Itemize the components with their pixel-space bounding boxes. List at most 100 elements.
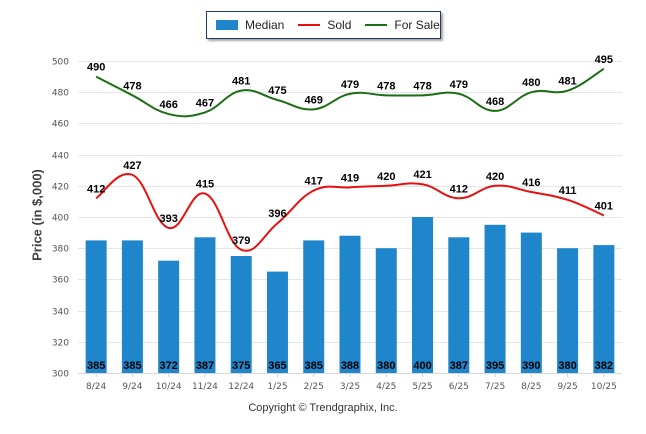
sold-data-label: 419 bbox=[341, 172, 359, 184]
x-tick-label: 7/25 bbox=[485, 382, 505, 392]
y-tick-label: 300 bbox=[52, 370, 69, 380]
data-labels: 385 385 372 387 375 365 385 388 380 400 387 395 390 3… bbox=[87, 54, 613, 372]
sold-data-label: 420 bbox=[486, 171, 504, 183]
y-tick-label: 460 bbox=[52, 120, 69, 130]
sold-line bbox=[95, 173, 605, 252]
for-sale-data-label: 481 bbox=[558, 76, 576, 88]
legend-item-for-sale[interactable]: For Sale bbox=[365, 18, 440, 32]
median-bar bbox=[484, 224, 506, 373]
median-bar bbox=[412, 217, 434, 373]
median-bar-label: 395 bbox=[486, 360, 504, 372]
y-tick-label: 340 bbox=[52, 308, 69, 318]
median-bar-label: 387 bbox=[450, 360, 468, 372]
median-bar bbox=[557, 248, 579, 373]
sold-data-label: 412 bbox=[450, 183, 468, 195]
median-swatch-icon bbox=[216, 20, 238, 30]
for-sale-data-label: 475 bbox=[268, 85, 286, 97]
y-axis-title: Price (in $,000) bbox=[29, 169, 45, 261]
for-sale-data-label: 478 bbox=[377, 80, 395, 92]
median-bars bbox=[85, 217, 615, 373]
sold-data-label: 393 bbox=[159, 213, 177, 225]
sold-data-label: 401 bbox=[595, 200, 613, 212]
median-bar bbox=[194, 237, 216, 373]
x-axis: 8/24 9/24 10/24 11/24 12/24 1/25 2/25 3/25 4/25 5… bbox=[78, 373, 622, 392]
for-sale-data-label: 467 bbox=[196, 97, 214, 109]
median-bar-label: 385 bbox=[305, 360, 323, 372]
x-tick-label: 9/25 bbox=[557, 382, 577, 392]
sold-data-label: 416 bbox=[522, 177, 540, 189]
sold-data-label: 420 bbox=[377, 171, 395, 183]
median-bar bbox=[158, 260, 180, 373]
sold-data-label: 427 bbox=[123, 160, 141, 172]
sold-data-label: 415 bbox=[196, 179, 214, 191]
median-bar-label: 382 bbox=[595, 360, 613, 372]
x-tick-label: 1/25 bbox=[267, 382, 287, 392]
y-tick-label: 440 bbox=[52, 152, 69, 162]
x-tick-label: 10/24 bbox=[156, 382, 182, 392]
sold-data-label: 417 bbox=[305, 175, 323, 187]
for-sale-data-label: 469 bbox=[305, 94, 323, 106]
y-tick-label: 360 bbox=[52, 276, 69, 286]
median-bar-label: 372 bbox=[159, 360, 177, 372]
x-tick-label: 8/24 bbox=[86, 382, 106, 392]
sold-data-label: 396 bbox=[268, 208, 286, 220]
legend: Median Sold For Sale bbox=[206, 11, 441, 39]
legend-item-sold[interactable]: Sold bbox=[298, 18, 351, 32]
y-tick-label: 480 bbox=[52, 89, 69, 99]
copyright-footer: Copyright © Trendgraphix, Inc. bbox=[248, 402, 398, 414]
median-bar bbox=[593, 245, 615, 373]
sold-data-label: 411 bbox=[559, 185, 577, 197]
series-lines bbox=[95, 67, 605, 252]
y-axis-ticks: 300 320 340 360 380 400 420 440 460 480 500 bbox=[52, 58, 69, 380]
for-sale-data-label: 490 bbox=[87, 62, 105, 74]
median-bar-label: 385 bbox=[87, 360, 105, 372]
y-tick-label: 320 bbox=[52, 339, 69, 349]
median-bar bbox=[339, 235, 361, 373]
for-sale-data-label: 478 bbox=[413, 80, 431, 92]
median-bar-label: 400 bbox=[413, 360, 431, 372]
median-bar bbox=[230, 256, 252, 373]
x-tick-label: 11/24 bbox=[192, 382, 218, 392]
y-tick-label: 380 bbox=[52, 245, 69, 255]
median-bar bbox=[303, 240, 325, 373]
sold-data-label: 412 bbox=[87, 183, 105, 195]
median-bar-label: 375 bbox=[232, 360, 250, 372]
x-tick-label: 10/25 bbox=[591, 382, 617, 392]
sold-data-label: 379 bbox=[232, 235, 250, 247]
x-tick-label: 9/24 bbox=[122, 382, 142, 392]
median-bar-label: 387 bbox=[196, 360, 214, 372]
for-sale-data-label: 466 bbox=[159, 99, 177, 111]
x-tick-label: 5/25 bbox=[412, 382, 432, 392]
for-sale-line bbox=[95, 67, 605, 118]
sold-line-swatch-icon bbox=[298, 24, 321, 26]
x-tick-label: 8/25 bbox=[521, 382, 541, 392]
legend-label-for-sale: For Sale bbox=[394, 18, 440, 32]
median-bar bbox=[375, 248, 397, 373]
x-tick-label: 4/25 bbox=[376, 382, 396, 392]
x-tick-label: 6/25 bbox=[449, 382, 469, 392]
for-sale-data-label: 481 bbox=[232, 76, 250, 88]
x-tick-label: 12/24 bbox=[228, 382, 254, 392]
sold-data-label: 421 bbox=[413, 169, 431, 181]
for-sale-data-label: 495 bbox=[595, 54, 613, 66]
median-bar-label: 365 bbox=[268, 360, 286, 372]
legend-label-median: Median bbox=[245, 18, 285, 32]
for-sale-data-label: 480 bbox=[522, 77, 540, 89]
x-tick-label: 3/25 bbox=[340, 382, 360, 392]
median-bar-label: 390 bbox=[522, 360, 540, 372]
y-tick-label: 500 bbox=[52, 58, 69, 68]
median-bar-label: 380 bbox=[377, 360, 395, 372]
for-sale-data-label: 479 bbox=[450, 79, 468, 91]
median-bar bbox=[266, 271, 288, 373]
for-sale-data-label: 479 bbox=[341, 79, 359, 91]
median-bar bbox=[448, 237, 470, 373]
median-bar-label: 385 bbox=[123, 360, 141, 372]
legend-item-median[interactable]: Median bbox=[216, 18, 284, 32]
for-sale-data-label: 468 bbox=[486, 96, 504, 108]
x-tick-label: 2/25 bbox=[304, 382, 324, 392]
median-bar-label: 380 bbox=[558, 360, 576, 372]
median-bar bbox=[85, 240, 107, 373]
for-sale-line-swatch-icon bbox=[365, 24, 388, 26]
median-bar-label: 388 bbox=[341, 360, 359, 372]
for-sale-data-label: 478 bbox=[123, 80, 141, 92]
